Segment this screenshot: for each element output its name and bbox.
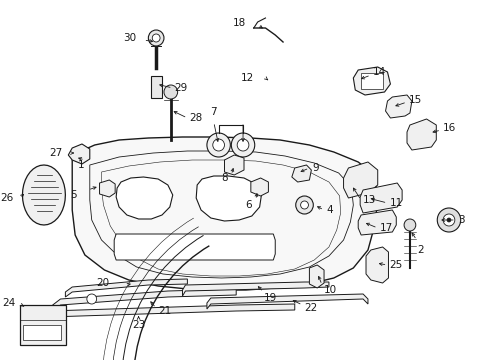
Text: 18: 18: [232, 18, 245, 28]
Text: 20: 20: [96, 278, 109, 288]
Text: 27: 27: [49, 148, 62, 158]
Polygon shape: [206, 294, 367, 309]
Circle shape: [300, 201, 308, 209]
Text: 15: 15: [408, 95, 421, 105]
Circle shape: [442, 214, 454, 226]
Text: 8: 8: [221, 173, 227, 183]
Text: 21: 21: [158, 306, 171, 316]
Bar: [361, 73, 382, 89]
Polygon shape: [343, 162, 377, 198]
Circle shape: [152, 34, 160, 42]
Text: 2: 2: [416, 245, 423, 255]
Text: 14: 14: [372, 67, 386, 77]
Polygon shape: [22, 165, 65, 225]
Bar: [23, 325, 61, 340]
Text: 5: 5: [70, 190, 77, 200]
Text: 12: 12: [240, 73, 253, 83]
Polygon shape: [116, 177, 172, 219]
Polygon shape: [65, 279, 187, 297]
Text: 3: 3: [457, 215, 464, 225]
Polygon shape: [360, 183, 401, 213]
Polygon shape: [196, 176, 261, 221]
Text: 19: 19: [263, 293, 276, 303]
Text: 25: 25: [388, 260, 402, 270]
Bar: [151, 76, 162, 98]
Polygon shape: [385, 95, 411, 118]
Polygon shape: [309, 265, 324, 288]
Circle shape: [206, 133, 230, 157]
Polygon shape: [100, 180, 115, 197]
Text: 30: 30: [123, 33, 136, 43]
Text: 10: 10: [324, 285, 337, 295]
Text: 22: 22: [304, 303, 317, 313]
Polygon shape: [53, 289, 236, 311]
Circle shape: [87, 294, 97, 304]
Circle shape: [163, 85, 177, 99]
Circle shape: [231, 133, 254, 157]
Polygon shape: [365, 247, 387, 283]
Circle shape: [446, 218, 450, 222]
Polygon shape: [224, 155, 244, 175]
Polygon shape: [68, 144, 90, 164]
Text: 28: 28: [189, 113, 202, 123]
Text: 17: 17: [379, 223, 392, 233]
Text: 4: 4: [325, 205, 332, 215]
Bar: [20, 305, 66, 345]
Polygon shape: [353, 67, 389, 95]
Circle shape: [237, 139, 248, 151]
Text: 1: 1: [78, 160, 84, 170]
Text: 6: 6: [244, 200, 251, 210]
Polygon shape: [72, 137, 377, 290]
Text: 13: 13: [363, 195, 376, 205]
Text: 11: 11: [388, 198, 402, 208]
Text: 24: 24: [2, 298, 16, 308]
Polygon shape: [41, 304, 294, 323]
Polygon shape: [406, 119, 435, 150]
Text: 9: 9: [312, 163, 318, 173]
Circle shape: [403, 219, 415, 231]
Circle shape: [295, 196, 313, 214]
Text: 26: 26: [0, 193, 14, 203]
Circle shape: [436, 208, 460, 232]
Polygon shape: [358, 210, 395, 235]
Text: 29: 29: [174, 83, 187, 93]
Circle shape: [212, 139, 224, 151]
Text: 23: 23: [132, 320, 145, 330]
Circle shape: [148, 30, 163, 46]
Text: 16: 16: [442, 123, 455, 133]
Polygon shape: [250, 178, 268, 196]
Polygon shape: [291, 165, 311, 182]
Text: 7: 7: [210, 107, 217, 117]
Polygon shape: [114, 234, 275, 260]
Polygon shape: [182, 282, 328, 296]
